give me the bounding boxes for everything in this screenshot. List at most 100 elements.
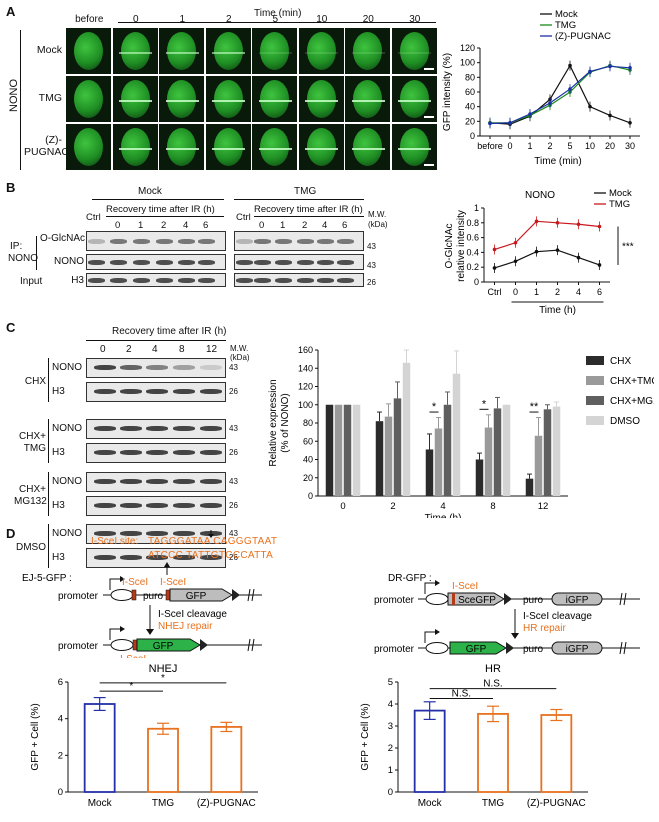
legend-label: Mock	[609, 188, 632, 199]
hr-chart: HR 0 1 2 3 4 5 GFP + Cell (%) Mock TMG (Z)-PUGNAC N…	[360, 663, 588, 809]
cleavage-label: I-SceI cleavage	[523, 611, 592, 622]
group-label: DMSO	[16, 542, 46, 553]
blot-band	[178, 238, 195, 244]
repair-label: NHEJ repair	[158, 621, 213, 632]
group-label: Mock	[138, 186, 162, 197]
y-tick-label: 120	[298, 382, 313, 392]
recovery-line	[86, 340, 226, 341]
blot-band	[173, 426, 195, 431]
blot-band	[94, 426, 116, 431]
lane-label: 6	[342, 220, 348, 231]
lane-label: 4	[322, 220, 328, 231]
group-label: CHX	[24, 376, 46, 387]
micrograph-cell	[112, 76, 158, 122]
bar	[534, 435, 543, 496]
laser-stripe	[351, 100, 385, 102]
nucleus	[306, 80, 336, 118]
blot-row-label: H3	[52, 500, 65, 511]
group-bracket	[48, 524, 49, 568]
nucleus	[120, 80, 150, 118]
blot-band	[110, 277, 127, 283]
group-bracket	[48, 419, 49, 463]
igfp-label: iGFP	[566, 644, 589, 655]
y-tick-label: 0	[308, 491, 313, 501]
y-axis-label: GFP + Cell (%)	[360, 703, 371, 770]
x-tick-label: 20	[605, 141, 615, 151]
blot-band	[120, 365, 142, 370]
data-point	[597, 263, 602, 267]
nucleus	[120, 32, 150, 70]
micrograph-cell	[391, 124, 437, 170]
micrograph-cell	[159, 76, 204, 122]
protein-label: NONO	[8, 79, 20, 112]
micrograph-cell	[66, 124, 111, 170]
chart-title: NHEJ	[149, 663, 178, 675]
series-line	[494, 249, 600, 269]
bar	[413, 709, 446, 793]
blot-band	[200, 389, 222, 394]
bar	[352, 404, 361, 496]
blot-row-label: NONO	[52, 476, 82, 487]
data-point	[488, 121, 492, 126]
blot-band	[200, 555, 222, 560]
promoter-label: promoter	[58, 641, 99, 652]
ip-bracket	[36, 236, 37, 270]
x-tick-label: 12	[538, 501, 549, 512]
blot-band	[120, 479, 142, 484]
nucleus	[167, 32, 197, 70]
data-point	[608, 64, 612, 69]
mw-marker: 43	[367, 242, 376, 251]
legend-swatch	[586, 356, 604, 365]
igfp-label: iGFP	[566, 595, 589, 606]
micrograph-cell	[205, 124, 251, 170]
ctrl-label: Ctrl	[86, 212, 101, 223]
blot-band	[146, 389, 168, 394]
mw-marker: 43	[229, 363, 238, 372]
tss-arrow	[109, 628, 120, 640]
panel-b-letter: B	[6, 180, 16, 195]
micrograph-cell	[252, 76, 297, 122]
group-label: TMG	[294, 186, 317, 197]
blot-band	[146, 503, 168, 508]
blot-band	[88, 259, 105, 265]
nucleus	[353, 128, 383, 166]
scale-bar	[423, 68, 434, 70]
tss-arrow	[424, 631, 435, 643]
blot-band	[275, 259, 292, 265]
y-tick-label: 60	[303, 436, 313, 446]
nucleus	[306, 32, 336, 70]
y-tick-label: 2	[388, 743, 393, 754]
blot-row-label: H3	[71, 275, 84, 286]
blot-band	[200, 426, 222, 431]
significance-label: N.S.	[483, 679, 502, 690]
blot-row-label: H3	[52, 552, 65, 563]
promoter-label: promoter	[374, 644, 415, 655]
blot-band	[198, 238, 215, 244]
terminator	[506, 642, 514, 654]
blot-band	[200, 450, 222, 455]
tss-head	[435, 629, 440, 635]
y-tick-label: 100	[460, 58, 475, 68]
terminator	[504, 593, 512, 605]
bar	[425, 449, 434, 496]
x-tick-label: 1	[527, 141, 532, 151]
nucleus	[167, 128, 197, 166]
terminator	[200, 639, 208, 651]
isce-label: I-SceI	[122, 577, 148, 588]
isce-site	[132, 639, 138, 651]
blot-band	[275, 277, 292, 283]
tss-arrow	[109, 578, 120, 590]
blot-row-label: H3	[52, 386, 65, 397]
blot-band	[120, 555, 142, 560]
legend-label: Mock	[555, 9, 578, 20]
isce-label: I-SceI	[160, 577, 186, 588]
legend-label: CHX+TMG	[610, 376, 654, 387]
y-tick-label: 3	[388, 721, 393, 732]
gfp-box	[136, 638, 201, 652]
laser-stripe	[305, 52, 339, 54]
break-mark	[247, 638, 255, 652]
nhej-chart: NHEJ 0 2 4 6 GFP + Cell (%) Mock TMG (Z)-PUGNAC *…	[30, 663, 258, 809]
seq-bottom: ATCCC TATTGTCCCATTA	[148, 550, 273, 561]
terminator	[232, 589, 240, 601]
data-point	[528, 112, 532, 116]
